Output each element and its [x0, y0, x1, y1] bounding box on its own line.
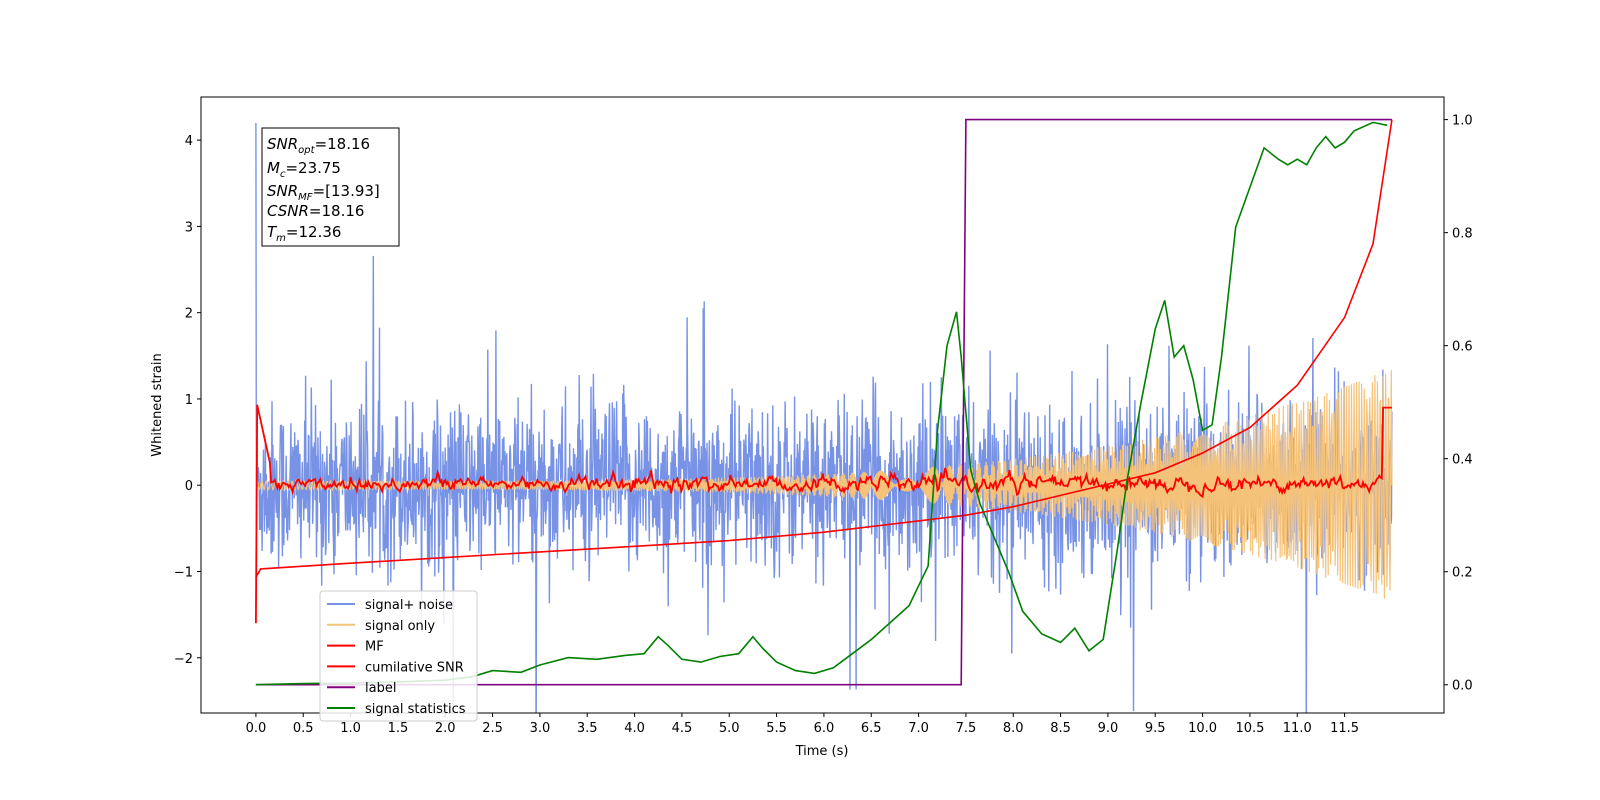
- x-tick-label: 3.0: [530, 721, 551, 736]
- legend-entry-signal-statistics: signal statistics: [327, 702, 466, 717]
- legend-entry-signal-noise: signal+ noise: [327, 598, 453, 613]
- y-tick-label: 2: [185, 307, 193, 322]
- legend-entry-mf: MF: [327, 640, 384, 655]
- stat-csnr: CSNR=18.16: [267, 202, 364, 220]
- stat-tm: Tm=12.36: [267, 223, 341, 244]
- stats-box-frame: [261, 127, 400, 247]
- x-tick-label: 4.5: [672, 721, 693, 736]
- legend-entry-cumulative-snr: cumilative SNR: [327, 660, 464, 675]
- y2-tick-label: 0.4: [1452, 453, 1473, 468]
- y-tick-label: 1: [185, 393, 193, 408]
- y-axis-left: −2 −1 0 1 2 3 4: [174, 134, 201, 667]
- plot-area: [255, 118, 1393, 713]
- legend: signal+ noise signal only MF cumilative SNR…: [319, 590, 478, 722]
- x-tick-label: 2.5: [482, 721, 503, 736]
- x-tick-label: 0.5: [293, 721, 314, 736]
- legend-frame: [319, 590, 478, 722]
- legend-label: cumilative SNR: [365, 660, 464, 675]
- x-tick-label: 11.5: [1330, 721, 1359, 736]
- series-signal-only: [255, 370, 1393, 599]
- series-label: [255, 118, 1392, 686]
- series-cumulative-snr: [255, 119, 1393, 578]
- stat-snr-opt: SNRopt=18.16: [267, 135, 370, 156]
- x-tick-label: 10.5: [1235, 721, 1264, 736]
- x-tick-label: 1.5: [388, 721, 409, 736]
- x-tick-label: 10.0: [1188, 721, 1217, 736]
- x-axis: 0.0 0.5 1.0 1.5 2.0 2.5 3.0 3.5 4.0 4.5 5.0 5.5 6.0 6…: [246, 713, 1359, 736]
- y2-tick-label: 0.8: [1452, 227, 1473, 242]
- legend-label: signal statistics: [365, 702, 466, 717]
- y2-tick-label: 0.0: [1452, 679, 1473, 694]
- y2-tick-label: 1.0: [1452, 114, 1473, 129]
- x-tick-label: 8.5: [1050, 721, 1071, 736]
- legend-label: MF: [365, 640, 384, 655]
- y2-tick-label: 0.6: [1452, 340, 1473, 355]
- x-axis-label: Time (s): [795, 744, 849, 759]
- x-tick-label: 6.5: [861, 721, 882, 736]
- x-tick-label: 6.0: [814, 721, 835, 736]
- legend-entry-signal-only: signal only: [327, 619, 435, 634]
- x-tick-label: 7.5: [956, 721, 977, 736]
- legend-entry-label: label: [327, 681, 396, 696]
- legend-label: signal only: [365, 619, 435, 634]
- y-axis-right: 0.0 0.2 0.4 0.6 0.8 1.0: [1444, 114, 1473, 694]
- y-tick-label: 3: [185, 220, 193, 235]
- y2-tick-label: 0.2: [1452, 566, 1473, 581]
- y-axis-label: Whitened strain: [150, 353, 165, 456]
- x-tick-label: 7.0: [908, 721, 929, 736]
- y-tick-label: 4: [185, 134, 193, 149]
- stat-mc: Mc=23.75: [267, 159, 341, 180]
- stats-box: SNRopt=18.16 Mc=23.75 SNRMF=[13.93] CSNR…: [261, 127, 400, 247]
- x-tick-label: 0.0: [246, 721, 267, 736]
- y-tick-label: −2: [174, 652, 193, 667]
- series-signal-statistics: [255, 121, 1388, 686]
- x-tick-label: 8.0: [1003, 721, 1024, 736]
- x-tick-label: 3.5: [577, 721, 598, 736]
- x-tick-label: 2.0: [435, 721, 456, 736]
- x-tick-label: 9.5: [1145, 721, 1166, 736]
- plot-frame: [200, 96, 1445, 714]
- x-tick-label: 4.0: [624, 721, 645, 736]
- series-mf: [255, 404, 1392, 624]
- legend-label: label: [365, 681, 396, 696]
- legend-label: signal+ noise: [365, 598, 453, 613]
- y-tick-label: 0: [185, 479, 193, 494]
- x-tick-label: 9.0: [1098, 721, 1119, 736]
- stat-snr-mf: SNRMF=[13.93]: [267, 182, 380, 203]
- x-tick-label: 5.0: [719, 721, 740, 736]
- x-tick-label: 5.5: [766, 721, 787, 736]
- x-tick-label: 11.0: [1283, 721, 1312, 736]
- y-tick-label: −1: [174, 566, 193, 581]
- x-tick-label: 1.0: [340, 721, 361, 736]
